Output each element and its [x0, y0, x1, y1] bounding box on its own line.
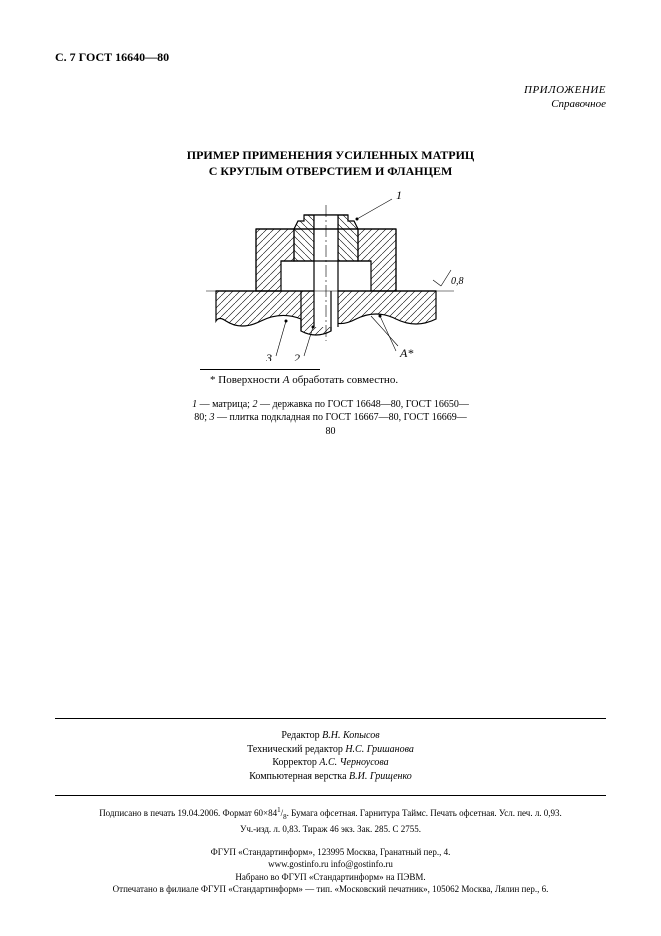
credits: Редактор В.Н. Копысов Технический редакт… — [55, 729, 606, 783]
svg-text:1: 1 — [396, 191, 402, 202]
tech-editor-name: Н.С. Гришанова — [345, 744, 414, 755]
appendix-block: ПРИЛОЖЕНИЕ Справочное — [55, 83, 606, 112]
footnote: * Поверхности А обработать совместно. — [210, 374, 606, 386]
page-ref: С. 7 ГОСТ 16640—80 — [55, 50, 169, 64]
main-title: ПРИМЕР ПРИМЕНЕНИЯ УСИЛЕННЫХ МАТРИЦ С КРУ… — [55, 147, 606, 179]
title-line2: С КРУГЛЫМ ОТВЕРСТИЕМ И ФЛАНЦЕМ — [55, 163, 606, 179]
imprint-block: Редактор В.Н. Копысов Технический редакт… — [55, 718, 606, 896]
layout-role: Компьютерная верстка — [249, 771, 349, 782]
publisher-line4: Отпечатано в филиале ФГУП «Стандартинфор… — [55, 883, 606, 896]
corrector-role: Корректор — [272, 757, 319, 768]
tech-editor-role: Технический редактор — [247, 744, 345, 755]
publisher-line2: www.gostinfo.ru info@gostinfo.ru — [55, 858, 606, 871]
legend: 1 — матрица; 2 — державка по ГОСТ 16648—… — [191, 398, 471, 439]
print-line2: Уч.-изд. л. 0,83. Тираж 46 экз. Зак. 285… — [55, 823, 606, 836]
technical-drawing: 0,8 1 2 3 A* — [186, 191, 476, 361]
print-line1b: . Бумага офсетная. Гарнитура Таймс. Печа… — [287, 808, 562, 818]
imprint-divider-2 — [55, 795, 606, 796]
footnote-star: * — [210, 374, 216, 386]
imprint-divider — [55, 718, 606, 719]
publisher-line3: Набрано во ФГУП «Стандартинформ» на ПЭВМ… — [55, 871, 606, 884]
footnote-rule — [200, 369, 320, 370]
svg-text:3: 3 — [265, 351, 272, 361]
svg-text:0,8: 0,8 — [451, 276, 464, 287]
title-line1: ПРИМЕР ПРИМЕНЕНИЯ УСИЛЕННЫХ МАТРИЦ — [55, 147, 606, 163]
frac-num: 1 — [277, 806, 281, 814]
appendix-type: Справочное — [55, 97, 606, 111]
publisher: ФГУП «Стандартинформ», 123995 Москва, Гр… — [55, 846, 606, 896]
print-info: Подписано в печать 19.04.2006. Формат 60… — [55, 806, 606, 835]
page-header: С. 7 ГОСТ 16640—80 — [55, 50, 606, 65]
footnote-text1: Поверхности — [218, 374, 282, 386]
editor-name: В.Н. Копысов — [322, 730, 379, 741]
svg-text:A*: A* — [399, 346, 413, 360]
legend-text-1: — матрица; — [197, 399, 252, 410]
svg-text:2: 2 — [294, 351, 300, 361]
appendix-label: ПРИЛОЖЕНИЕ — [55, 83, 606, 97]
publisher-line1: ФГУП «Стандартинформ», 123995 Москва, Гр… — [55, 846, 606, 859]
footnote-text2: обработать совместно. — [289, 374, 398, 386]
editor-role: Редактор — [281, 730, 322, 741]
layout-name: В.И. Грищенко — [349, 771, 412, 782]
print-line1a: Подписано в печать 19.04.2006. Формат 60… — [99, 808, 277, 818]
legend-text-3: — плитка подкладная по ГОСТ 16667—80, ГО… — [214, 412, 466, 437]
corrector-name: А.С. Черноусова — [319, 757, 388, 768]
